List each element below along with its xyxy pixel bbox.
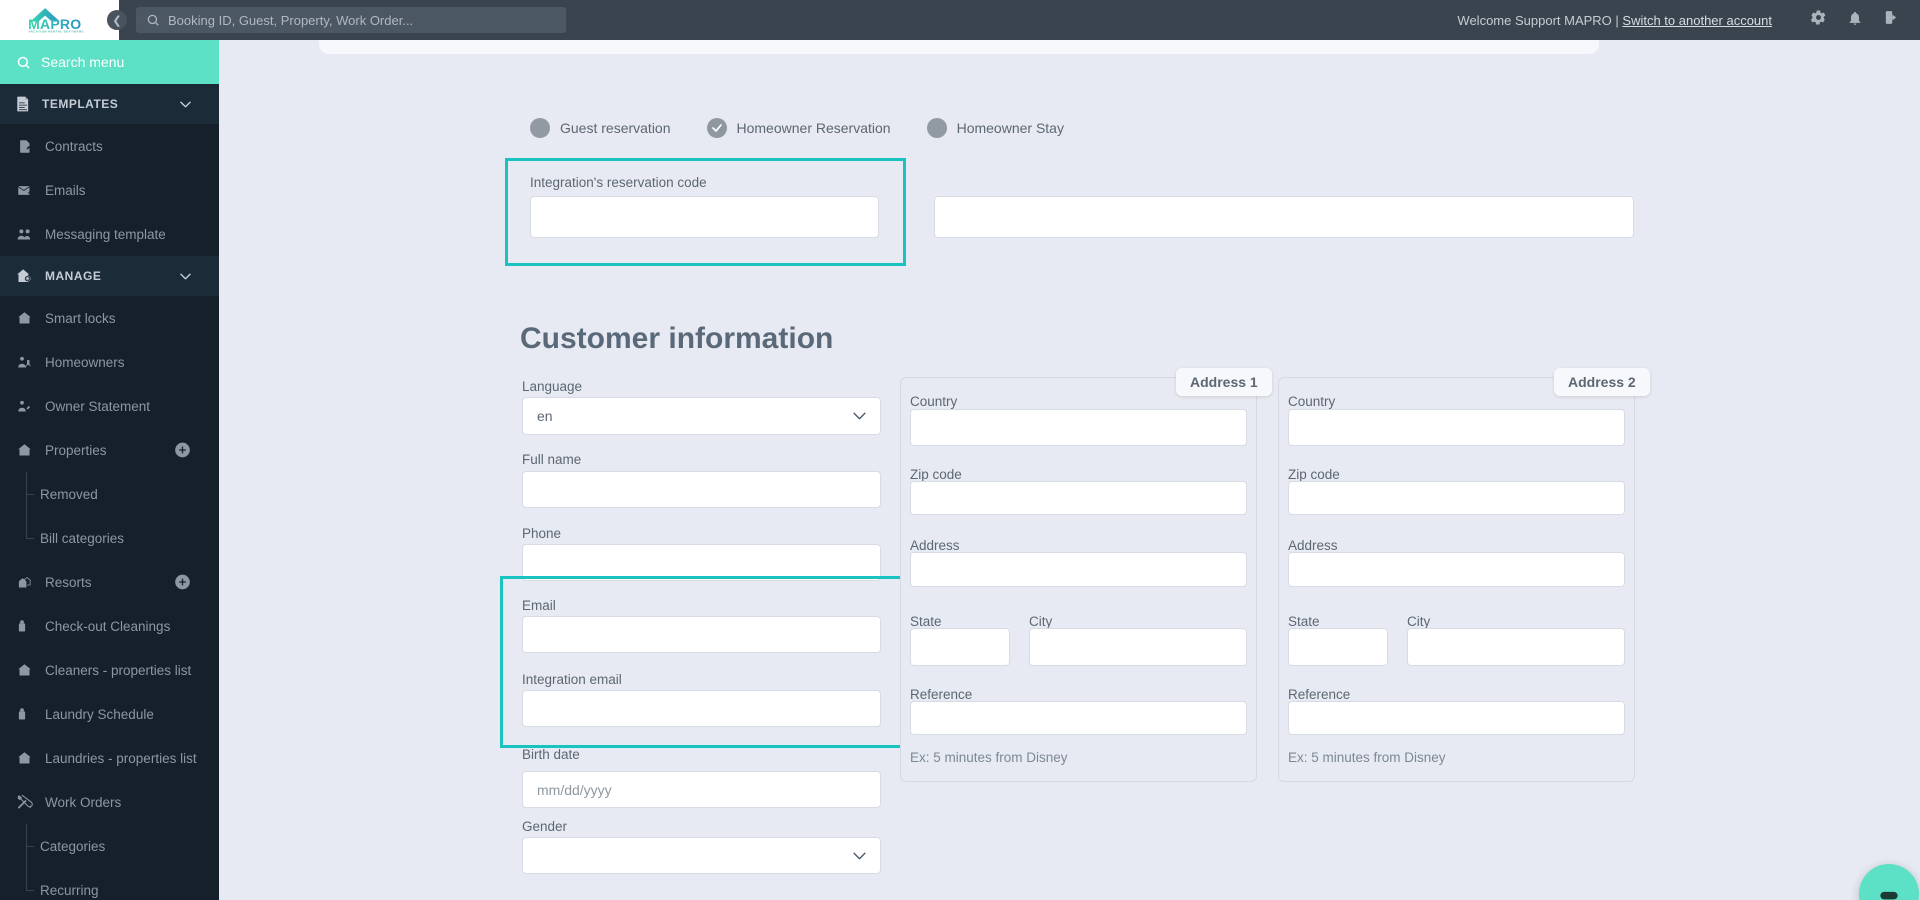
svg-text:VACATION RENTAL SOFTWARE: VACATION RENTAL SOFTWARE bbox=[28, 30, 83, 34]
